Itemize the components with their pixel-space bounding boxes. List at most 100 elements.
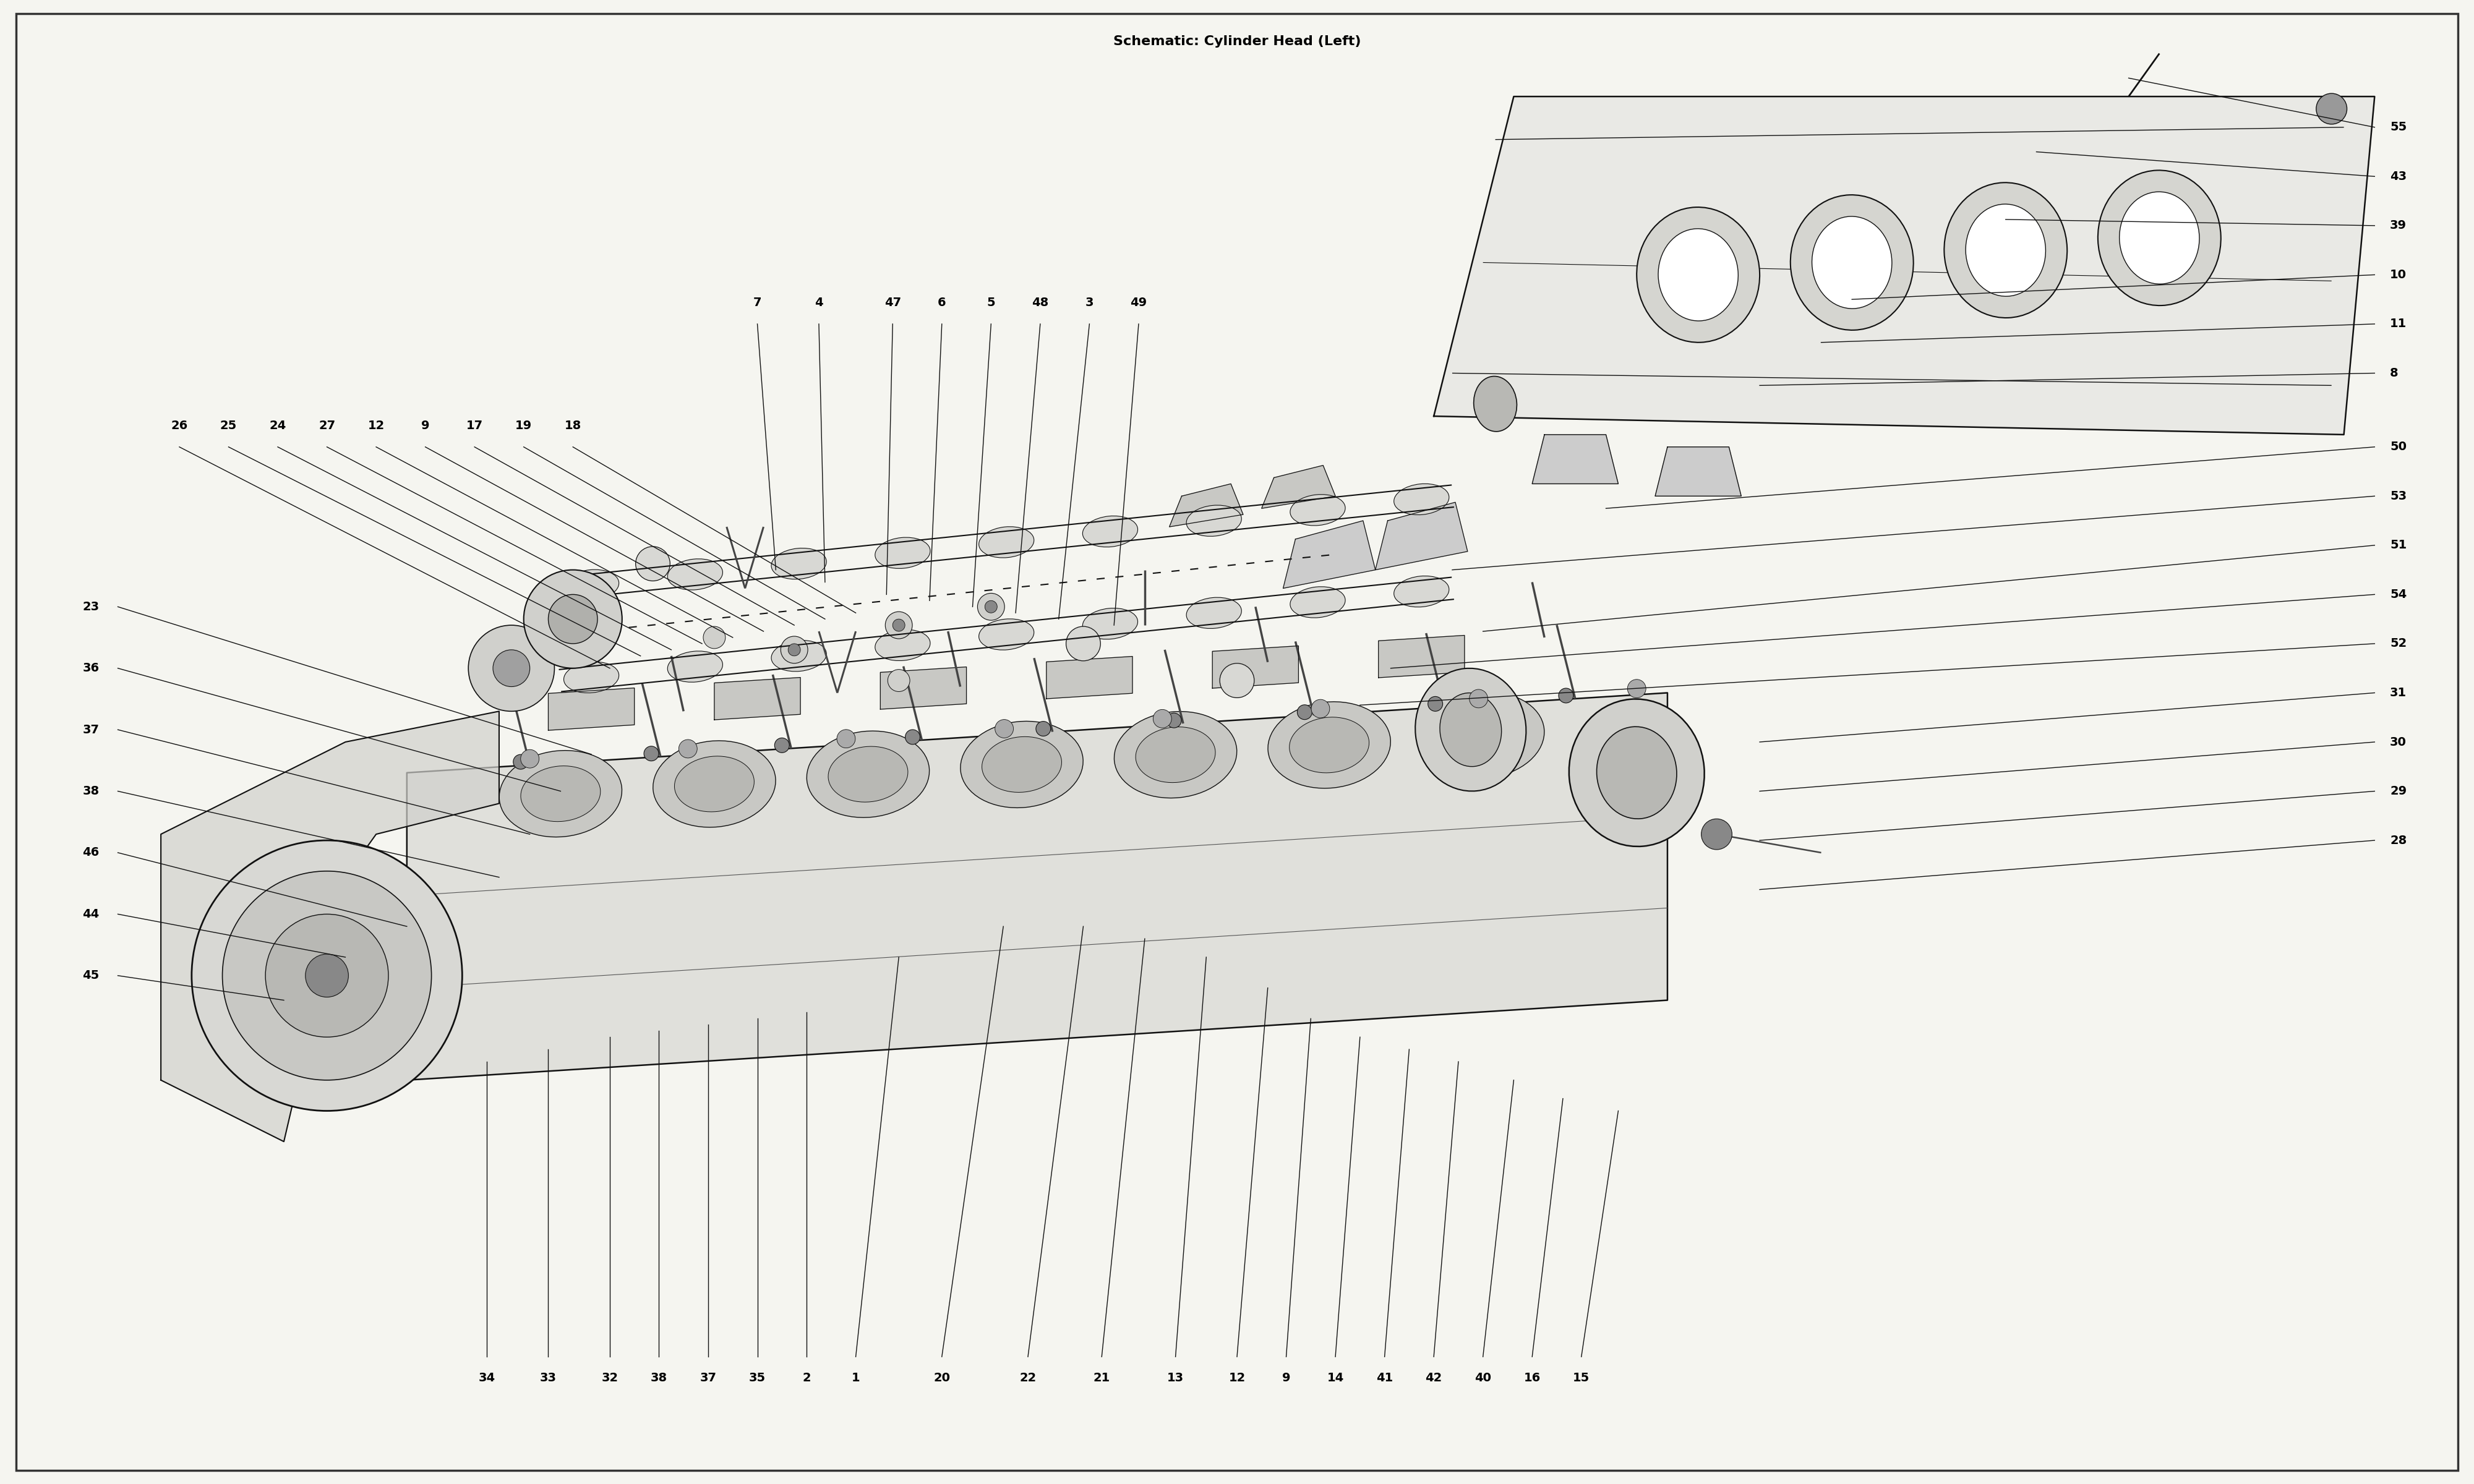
Ellipse shape (807, 732, 930, 818)
Text: 55: 55 (2390, 122, 2407, 134)
Ellipse shape (982, 736, 1061, 792)
Circle shape (1066, 626, 1101, 660)
Circle shape (549, 595, 599, 644)
Circle shape (836, 730, 856, 748)
Text: 53: 53 (2390, 490, 2407, 502)
Circle shape (995, 720, 1014, 738)
Text: 2: 2 (802, 1373, 811, 1385)
Ellipse shape (1440, 693, 1502, 767)
Text: 31: 31 (2390, 687, 2407, 699)
Circle shape (304, 954, 349, 997)
Text: 51: 51 (2390, 539, 2407, 551)
Polygon shape (715, 677, 802, 720)
Circle shape (1168, 714, 1183, 727)
Circle shape (782, 637, 809, 663)
Circle shape (524, 570, 621, 668)
Text: 14: 14 (1326, 1373, 1343, 1385)
Text: 32: 32 (601, 1373, 618, 1385)
Circle shape (1702, 819, 1732, 849)
Polygon shape (1376, 502, 1467, 570)
Ellipse shape (1638, 208, 1759, 343)
Circle shape (223, 871, 430, 1080)
Ellipse shape (980, 527, 1034, 558)
Text: 38: 38 (651, 1373, 668, 1385)
Polygon shape (1170, 484, 1242, 527)
Ellipse shape (520, 766, 601, 822)
Text: 12: 12 (1230, 1373, 1244, 1385)
Text: 39: 39 (2390, 220, 2407, 232)
Text: 27: 27 (319, 420, 336, 432)
Text: 52: 52 (2390, 638, 2407, 650)
Text: 35: 35 (750, 1373, 767, 1385)
Ellipse shape (1289, 717, 1368, 773)
Ellipse shape (668, 559, 722, 591)
Ellipse shape (2120, 191, 2199, 283)
Circle shape (1559, 689, 1573, 703)
Ellipse shape (1658, 229, 1739, 321)
Ellipse shape (1415, 668, 1526, 791)
Text: 7: 7 (752, 297, 762, 309)
Circle shape (678, 739, 698, 758)
Polygon shape (1531, 435, 1618, 484)
Ellipse shape (1136, 727, 1215, 782)
Circle shape (893, 619, 905, 631)
Ellipse shape (500, 751, 621, 837)
Text: 16: 16 (1524, 1373, 1541, 1385)
Text: 38: 38 (82, 785, 99, 797)
Text: 8: 8 (2390, 367, 2397, 378)
Text: 44: 44 (82, 908, 99, 920)
Ellipse shape (668, 651, 722, 683)
Ellipse shape (1289, 494, 1346, 525)
Text: 45: 45 (82, 969, 99, 981)
Circle shape (774, 738, 789, 752)
Polygon shape (406, 693, 1667, 1080)
Polygon shape (1655, 447, 1742, 496)
Text: 34: 34 (477, 1373, 495, 1385)
Text: 26: 26 (171, 420, 188, 432)
Circle shape (1427, 696, 1442, 711)
Circle shape (468, 625, 554, 711)
Text: 36: 36 (82, 662, 99, 674)
Text: 37: 37 (700, 1373, 717, 1385)
Ellipse shape (1569, 699, 1705, 846)
Polygon shape (1378, 635, 1465, 678)
Circle shape (905, 730, 920, 745)
Circle shape (1220, 663, 1254, 697)
Ellipse shape (1811, 217, 1893, 309)
Polygon shape (161, 711, 500, 1141)
Circle shape (1470, 690, 1487, 708)
Text: 20: 20 (933, 1373, 950, 1385)
Ellipse shape (1188, 505, 1242, 536)
Text: 9: 9 (1282, 1373, 1291, 1385)
Text: 23: 23 (82, 601, 99, 613)
Circle shape (643, 746, 658, 761)
Ellipse shape (1442, 708, 1524, 763)
Polygon shape (1435, 96, 2375, 435)
Text: 49: 49 (1131, 297, 1148, 309)
Text: 17: 17 (465, 420, 482, 432)
Ellipse shape (829, 746, 908, 801)
Ellipse shape (1475, 377, 1517, 432)
Text: 12: 12 (369, 420, 383, 432)
Circle shape (1037, 721, 1051, 736)
Ellipse shape (675, 757, 755, 812)
Polygon shape (1262, 466, 1336, 509)
Circle shape (492, 650, 529, 687)
Circle shape (520, 749, 539, 769)
Text: Schematic: Cylinder Head (Left): Schematic: Cylinder Head (Left) (1113, 36, 1361, 47)
Polygon shape (1284, 521, 1376, 588)
Text: 30: 30 (2390, 736, 2407, 748)
Ellipse shape (960, 721, 1084, 807)
Text: 11: 11 (2390, 318, 2407, 329)
Ellipse shape (876, 537, 930, 568)
Text: FERRARI: FERRARI (1838, 197, 1865, 205)
Ellipse shape (1596, 727, 1677, 819)
Ellipse shape (772, 548, 826, 579)
Circle shape (1628, 680, 1645, 697)
Text: 1: 1 (851, 1373, 861, 1385)
Polygon shape (549, 689, 633, 730)
Text: 10: 10 (2390, 269, 2407, 280)
Ellipse shape (1945, 183, 2068, 318)
Circle shape (977, 594, 1004, 620)
Text: 37: 37 (82, 724, 99, 736)
